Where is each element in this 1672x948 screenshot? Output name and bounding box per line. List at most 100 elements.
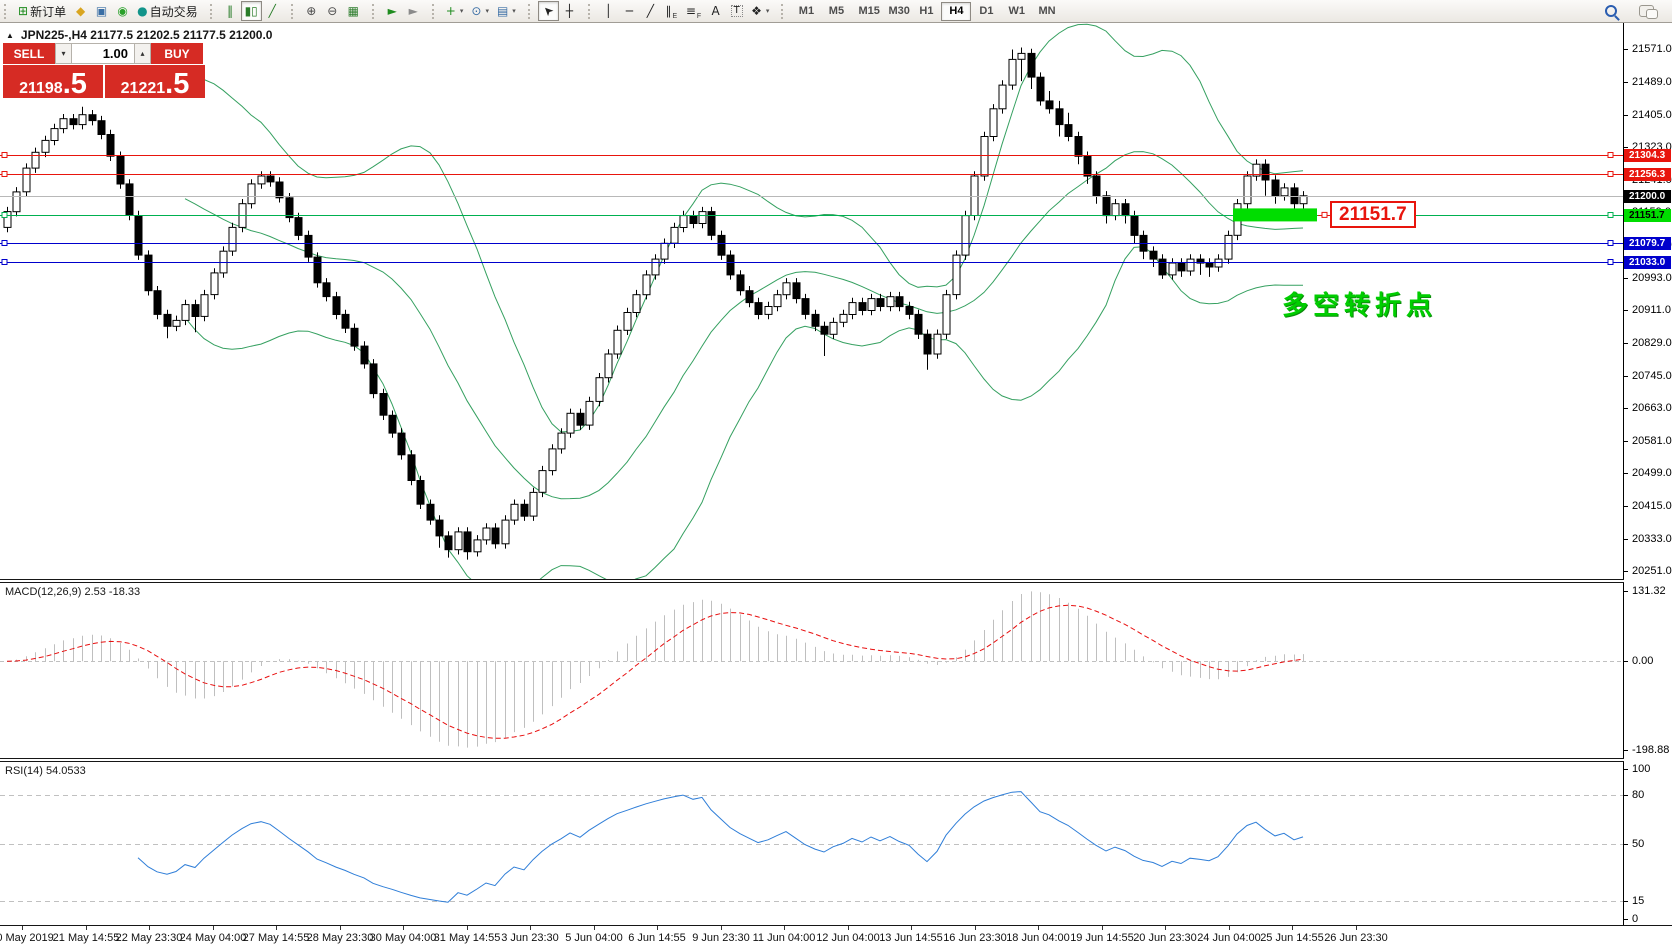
tile-windows-icon: ▦ (347, 4, 359, 18)
toolbar-grip (527, 3, 534, 19)
main-chart-pane[interactable]: ▲ JPN225-,H4 21177.5 21202.5 21177.5 2120… (0, 23, 1624, 579)
time-tick-label: 28 May 23:30 (306, 932, 374, 944)
price-tick-label: 20333.0 (1632, 533, 1672, 545)
turning-point-annotation[interactable]: 多空转折点 (1282, 291, 1438, 321)
macd-axis-tick (1624, 750, 1628, 751)
pane-separator-macd[interactable] (0, 579, 1624, 583)
timeframe-m30-button[interactable]: M30 (881, 2, 911, 21)
sell-price[interactable]: 21198.5 (3, 65, 103, 99)
time-tick-label: 24 May 04:00 (179, 932, 247, 944)
timeframe-d1-button[interactable]: D1 (971, 2, 1001, 21)
autotrading-button[interactable]: ● 自动交易 (133, 1, 202, 21)
pane-separator-rsi[interactable] (0, 758, 1624, 762)
time-tick-label: 11 Jun 04:00 (752, 932, 816, 944)
time-tick (340, 926, 341, 930)
timeframe-m15-button[interactable]: M15 (851, 2, 881, 21)
volume-input[interactable] (72, 43, 134, 64)
time-tick-label: 27 May 14:55 (242, 932, 310, 944)
time-tick (594, 926, 595, 930)
fibonacci-button[interactable]: ≡ F (682, 1, 705, 21)
price-tick (1624, 506, 1628, 507)
text-button[interactable]: A (705, 1, 726, 21)
signals-button[interactable]: ◉ (112, 1, 133, 21)
rsi-pane[interactable]: RSI(14) 54.0533 (0, 762, 1624, 925)
price-callout-label[interactable]: 21151.7 (1330, 200, 1416, 228)
search-button[interactable] (1600, 1, 1621, 21)
autoscroll-button[interactable]: ► (382, 1, 403, 21)
vertical-line-button[interactable]: │ (598, 1, 619, 21)
arrows-button[interactable]: ❖ ▾ (747, 1, 773, 21)
equidistant-channel-button[interactable]: ∥ E (661, 1, 682, 21)
cursor-button[interactable]: ➤ (537, 1, 559, 21)
price-tick-label: 20911.0 (1632, 304, 1671, 316)
price-tick-label: 21571.0 (1632, 43, 1672, 55)
price-tick-label: 20829.0 (1632, 337, 1672, 349)
buy-button[interactable]: BUY (151, 43, 203, 64)
horizontal-line-button[interactable]: ─ (619, 1, 640, 21)
rsi-axis-label: 100 (1632, 763, 1651, 775)
line-chart-button[interactable]: ╱ (262, 1, 283, 21)
zoom-out-button[interactable]: ⊖ (322, 1, 343, 21)
search-icon (1604, 5, 1617, 17)
vertical-line-icon: │ (604, 4, 612, 18)
dropdown-caret-icon: ▾ (765, 8, 770, 15)
price-tick (1624, 278, 1628, 279)
chat-button[interactable] (1635, 1, 1658, 21)
chart-shift-button[interactable]: ► (403, 1, 424, 21)
time-tick-label: 21 May 14:55 (52, 932, 120, 944)
zoom-in-button[interactable]: ⊕ (301, 1, 322, 21)
tile-windows-button[interactable]: ▦ (343, 1, 364, 21)
price-tick (1624, 115, 1628, 116)
templates-button[interactable]: ▤ ▾ (493, 1, 520, 21)
collapse-arrow-icon[interactable]: ▲ (6, 31, 14, 40)
bar-chart-button[interactable]: ‖ (220, 1, 241, 21)
time-tick-label: 5 Jun 04:00 (565, 932, 623, 944)
macd-axis-tick (1624, 591, 1628, 592)
time-tick (1356, 926, 1357, 930)
macd-chart[interactable] (0, 583, 1623, 758)
candlestick-chart-button[interactable]: ▮▯ (240, 1, 262, 21)
timeframe-m1-button[interactable]: M1 (791, 2, 821, 21)
price-level-box: 21079.7 (1624, 237, 1671, 250)
sell-button[interactable]: SELL (3, 43, 55, 64)
trendline-icon: ╱ (646, 4, 654, 18)
buy-price[interactable]: 21221.5 (105, 65, 205, 99)
zoom-group: ⊕ ⊖ ▦ (287, 0, 368, 22)
sell-price-main: 21198 (19, 80, 63, 97)
new-order-button[interactable]: ⊞ 新订单 (14, 1, 70, 21)
timeframe-h4-button[interactable]: H4 (941, 1, 972, 21)
volume-increase-button[interactable]: ▴ (134, 43, 151, 64)
toolbar-right (1600, 1, 1672, 21)
timeframe-m5-button[interactable]: M5 (821, 2, 851, 21)
timeframe-mn-button[interactable]: MN (1031, 2, 1061, 21)
text-label-button[interactable]: T (726, 1, 747, 21)
crosshair-button[interactable]: ┼ (559, 1, 580, 21)
time-tick-label: 6 Jun 14:55 (628, 932, 686, 944)
periods-button[interactable]: ⊙ ▾ (467, 1, 493, 21)
trendline-button[interactable]: ╱ (640, 1, 661, 21)
price-tick-label: 20745.0 (1632, 370, 1672, 382)
time-tick (1102, 926, 1103, 930)
metaquotes-button[interactable]: ◆ (70, 1, 91, 21)
indicators-button[interactable]: + ▾ (442, 1, 468, 21)
terminal-button[interactable]: ▣ (91, 1, 112, 21)
chart-type-group: ‖ ▮▯ ╱ (206, 0, 287, 22)
candlestick-chart[interactable] (0, 23, 1623, 579)
price-tick (1624, 147, 1628, 148)
timeframe-h1-button[interactable]: H1 (911, 2, 941, 21)
time-tick (467, 926, 468, 930)
time-tick (1292, 926, 1293, 930)
volume-decrease-button[interactable]: ▾ (55, 43, 72, 64)
timeframe-w1-button[interactable]: W1 (1001, 2, 1031, 21)
macd-pane[interactable]: MACD(12,26,9) 2.53 -18.33 (0, 583, 1624, 758)
price-axis[interactable]: 21571.021489.021405.021323.021241.021159… (1624, 23, 1672, 925)
crosshair-icon: ┼ (565, 4, 573, 18)
price-tick (1624, 343, 1628, 344)
time-tick-label: 13 Jun 14:55 (879, 932, 943, 944)
rsi-chart[interactable] (0, 762, 1623, 925)
time-tick (784, 926, 785, 930)
periods-icon: ⊙ (471, 4, 482, 18)
toolbar-grip (209, 3, 216, 19)
timeframe-group: M1 M5 M15 M30 H1 H4 D1 W1 MN (777, 0, 1065, 22)
